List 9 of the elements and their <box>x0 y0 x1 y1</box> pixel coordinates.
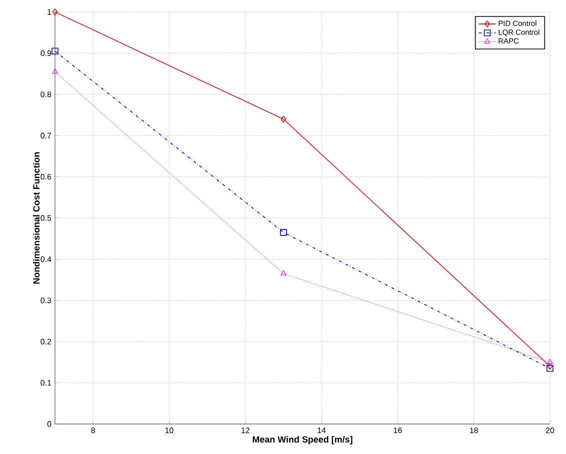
point <box>52 68 58 74</box>
y-axis-title: Nondimensional Cost Function <box>32 152 40 284</box>
point <box>52 8 58 16</box>
point <box>547 358 553 364</box>
point <box>280 116 286 123</box>
point <box>280 270 286 276</box>
point <box>52 48 58 55</box>
point <box>280 229 287 236</box>
x-axis-title: Mean Wind Speed [m/s] <box>252 436 352 444</box>
